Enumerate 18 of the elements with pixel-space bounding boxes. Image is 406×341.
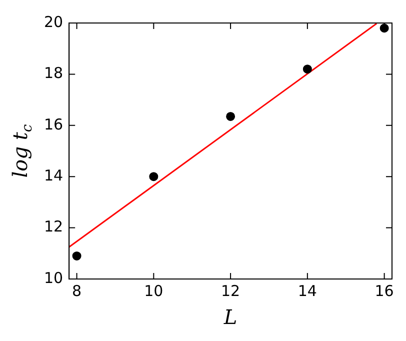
point: [149, 172, 158, 182]
y-tick-label: 20: [44, 12, 64, 31]
point: [302, 64, 312, 74]
point: [380, 24, 389, 33]
x-tick-label: 14: [298, 282, 317, 300]
y-tick-label: 12: [44, 218, 64, 236]
y-tick-label: 16: [44, 115, 64, 134]
x-tick-label: 10: [144, 282, 164, 300]
point: [72, 251, 82, 260]
y-tick-label: 14: [44, 166, 64, 184]
x-axis-title: L: [222, 305, 238, 330]
x-tick-label: 12: [220, 282, 240, 300]
point: [226, 112, 236, 121]
y-tick-label: 10: [44, 268, 64, 287]
y-axis-title: log tc: [8, 124, 36, 178]
x-tick-label: 8: [72, 282, 82, 300]
y-tick-label: 18: [44, 64, 64, 82]
x-tick-label: 16: [374, 282, 394, 300]
